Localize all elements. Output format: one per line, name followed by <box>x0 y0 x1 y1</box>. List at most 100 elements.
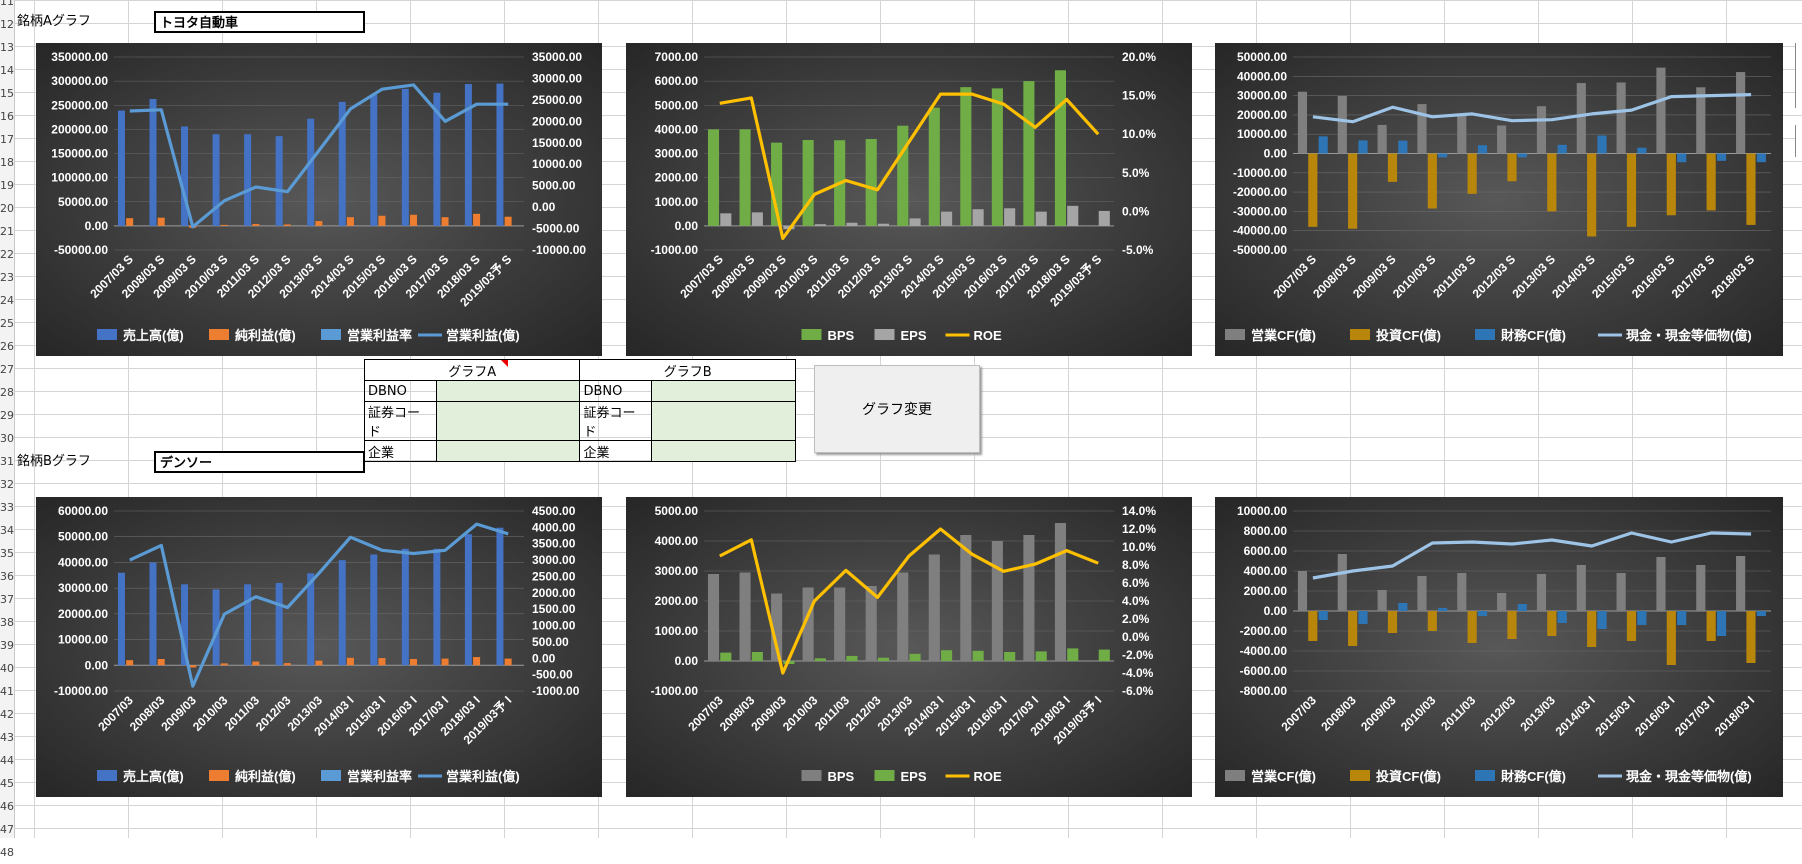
bar <box>1318 136 1328 154</box>
y-tick-label: 4000.00 <box>655 534 699 548</box>
stock-a-name-cell[interactable]: トヨタ自動車 <box>154 11 365 33</box>
chart-a-cashflow[interactable]: 50000.00 40000.00 30000.00 20000.00 10000.00… <box>1215 43 1783 356</box>
row-number[interactable]: 21 <box>0 225 14 238</box>
bar <box>410 658 418 666</box>
bar <box>338 101 346 226</box>
y-tick-label: 8000.00 <box>1244 524 1288 538</box>
row-number[interactable]: 37 <box>0 593 14 606</box>
row-number[interactable]: 27 <box>0 363 14 376</box>
row-number[interactable]: 35 <box>0 547 14 560</box>
graph-b-code-input[interactable] <box>651 401 796 441</box>
row-number[interactable]: 41 <box>0 685 14 698</box>
comment-indicator-icon[interactable] <box>501 360 508 367</box>
bar <box>117 110 125 226</box>
bar <box>991 88 1003 226</box>
chart-svg: 60000.00 50000.00 40000.00 30000.00 20000.00… <box>54 504 580 784</box>
row-number[interactable]: 44 <box>0 754 14 767</box>
bar <box>157 217 165 226</box>
row-number[interactable]: 45 <box>0 777 14 790</box>
row-number[interactable]: 40 <box>0 662 14 675</box>
y2-tick-label: 35000.00 <box>532 50 582 64</box>
bar <box>802 139 814 226</box>
row-number[interactable]: 17 <box>0 133 14 146</box>
row-number[interactable]: 42 <box>0 708 14 721</box>
series-line <box>129 522 509 688</box>
chart-b-bps-eps-roe[interactable]: 5000.00 4000.00 3000.00 2000.00 1000.00 0.00 -… <box>626 497 1192 797</box>
row-number[interactable]: 24 <box>0 294 14 307</box>
row-number[interactable]: 36 <box>0 570 14 583</box>
row-number[interactable]: 32 <box>0 478 14 491</box>
bar <box>739 129 751 226</box>
row-number[interactable]: 33 <box>0 501 14 514</box>
chart-b-cashflow[interactable]: 10000.00 8000.00 6000.00 4000.00 2000.00 0.00… <box>1215 497 1783 797</box>
row-number[interactable]: 30 <box>0 432 14 445</box>
bar <box>1576 83 1586 154</box>
y2-tick-label: 500.00 <box>532 635 569 649</box>
graph-a-dbno-input[interactable] <box>435 380 581 402</box>
bar <box>877 657 890 661</box>
y-tick-label: 2000.00 <box>655 171 699 185</box>
row-number[interactable]: 19 <box>0 179 14 192</box>
y2-tick-label: 0.00 <box>532 651 556 665</box>
stock-b-name-cell[interactable]: デンソー <box>154 451 365 473</box>
bar <box>441 217 449 226</box>
chart-a-bps-eps-roe[interactable]: 7000.00 6000.00 5000.00 4000.00 3000.00 2000.… <box>626 43 1192 356</box>
chart-a-sales-profit[interactable]: 350000.00 300000.00 250000.00 200000.00 1500… <box>36 43 602 356</box>
offscreen-object-edge <box>1795 43 1802 108</box>
y2-tick-label: -5.0% <box>1122 243 1154 257</box>
row-number[interactable]: 34 <box>0 524 14 537</box>
row-number[interactable]: 31 <box>0 455 14 468</box>
bar <box>1597 611 1607 629</box>
row-number[interactable]: 18 <box>0 156 14 169</box>
graph-a-code-input[interactable] <box>435 401 581 441</box>
bar <box>1666 153 1676 216</box>
row-number[interactable]: 47 <box>0 823 14 836</box>
bar <box>771 142 783 226</box>
bar <box>928 554 940 661</box>
row-number[interactable]: 12 <box>0 18 14 31</box>
y2-tick-label: 4000.00 <box>532 520 576 534</box>
bar <box>1438 153 1448 158</box>
row-number[interactable]: 43 <box>0 731 14 744</box>
graph-b-dbno-input[interactable] <box>651 380 796 402</box>
row-number[interactable]: 26 <box>0 340 14 353</box>
graph-a-company-input[interactable] <box>435 440 581 462</box>
y-tick-label: -4000.00 <box>1240 644 1288 658</box>
bar <box>1716 153 1727 161</box>
graph-b-company-input[interactable] <box>651 440 796 462</box>
y-tick-label: 50000.00 <box>58 195 108 209</box>
bar <box>865 139 877 226</box>
row-header[interactable]: 11 12 13 14 15 16 17 18 19 20 21 22 23 24 25 26 27 28 29 30… <box>0 0 15 859</box>
bar <box>941 211 953 226</box>
row-number[interactable]: 39 <box>0 639 14 652</box>
row-number[interactable]: 15 <box>0 87 14 100</box>
row-number[interactable]: 20 <box>0 202 14 215</box>
chart-b-sales-profit[interactable]: 60000.00 50000.00 40000.00 30000.00 20000.00… <box>36 497 602 797</box>
row-number[interactable]: 28 <box>0 386 14 399</box>
row-number[interactable]: 46 <box>0 800 14 813</box>
legend-swatch <box>321 770 341 781</box>
legend-label: 財務CF(億) <box>1500 769 1566 784</box>
change-graph-button[interactable]: グラフ変更 <box>814 365 980 453</box>
row-number[interactable]: 48 <box>0 846 14 859</box>
row-number[interactable]: 14 <box>0 64 14 77</box>
row-number[interactable]: 11 <box>0 0 14 8</box>
legend-label: 純利益(億) <box>235 328 296 343</box>
graph-a-header: グラフA <box>363 359 581 381</box>
row-number[interactable]: 22 <box>0 248 14 261</box>
row-number[interactable]: 23 <box>0 271 14 284</box>
row-number[interactable]: 13 <box>0 41 14 54</box>
row-number[interactable]: 29 <box>0 409 14 422</box>
row-number[interactable]: 38 <box>0 616 14 629</box>
y2-tick-label: 0.00 <box>532 200 556 214</box>
row-number[interactable]: 25 <box>0 317 14 330</box>
y2-tick-label: -6.0% <box>1122 684 1154 698</box>
y2-tick-label: 0.0% <box>1122 204 1150 218</box>
graph-a-code-label: 証券コード <box>364 401 437 441</box>
row-number[interactable]: 16 <box>0 110 14 123</box>
bar <box>1054 70 1066 226</box>
series-line <box>1312 531 1752 580</box>
bar <box>941 650 953 661</box>
legend-swatch <box>874 770 895 781</box>
bar <box>1616 573 1626 611</box>
